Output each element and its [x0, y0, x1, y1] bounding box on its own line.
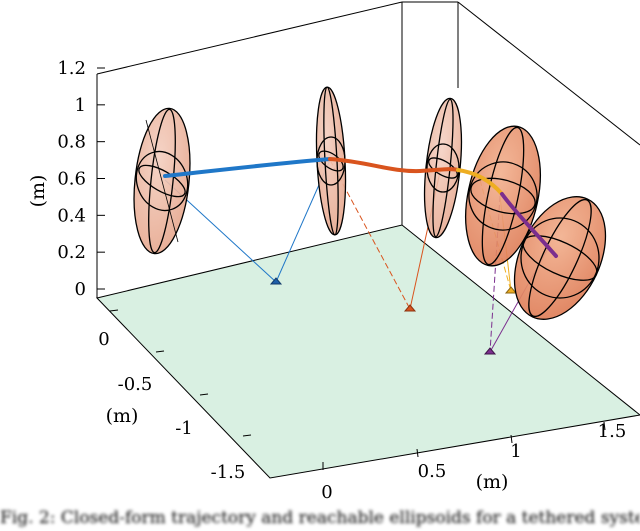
tether-line [489, 195, 501, 353]
x-tick-mark [510, 434, 513, 444]
z-tick-label: 0 [75, 279, 86, 300]
y-tick-label: -1.5 [211, 462, 246, 483]
trajectory-segment-red [328, 157, 460, 174]
z-tick-label: 0.4 [57, 205, 86, 226]
z-tick-label: 0.6 [57, 169, 86, 190]
z-tick-label: 0.2 [57, 242, 86, 263]
figure-caption: Fig. 2: Closed-form trajectory and reach… [0, 508, 640, 528]
axis-box [96, 1, 640, 298]
trajectory-segment-orange [456, 168, 504, 196]
y-tick-mark [109, 309, 119, 312]
y-tick-label: 0 [98, 329, 109, 350]
y-axis-label: (m) [106, 405, 139, 427]
trajectory [163, 157, 558, 258]
z-tick-marks [97, 67, 105, 290]
z-tick-label: 1.2 [57, 58, 86, 79]
anchors [269, 277, 518, 355]
anchor-marker [269, 277, 283, 285]
anchor-marker [504, 286, 518, 294]
ellipsoid-5 [513, 196, 607, 320]
x-tick-label: 1 [510, 441, 521, 462]
x-axis: 0 0.5 1 1.5 (m) [321, 421, 626, 503]
x-tick-mark [603, 421, 606, 431]
y-tick-mark [199, 393, 209, 396]
trajectory-segment-blue [163, 157, 332, 178]
x-axis-label: (m) [476, 471, 509, 493]
y-tick-mark [242, 434, 252, 437]
x-tick-label: 0 [321, 482, 332, 503]
x-tick-label: 0.5 [418, 461, 447, 482]
y-tick-label: -0.5 [118, 374, 153, 395]
z-tick-labels: 0 0.2 0.4 0.6 0.8 1 1.2 [57, 58, 86, 300]
x-tick-label: 1.5 [598, 421, 627, 442]
trajectory-segment-purple [500, 192, 558, 258]
z-axis: 0 0.2 0.4 0.6 0.8 1 1.2 (m) [27, 58, 105, 300]
y-tick-label: -1 [175, 418, 193, 439]
y-tick-mark [155, 350, 165, 353]
z-tick-label: 0.8 [57, 132, 86, 153]
anchor-marker [403, 304, 417, 312]
anchor-marker [483, 347, 497, 355]
ellipsoid-1 [133, 107, 191, 255]
z-axis-label: (m) [27, 175, 49, 208]
x-tick-mark [416, 448, 419, 458]
z-tick-label: 1 [75, 95, 86, 116]
ground-plane [96, 224, 640, 479]
y-axis: 0 -0.5 -1 -1.5 (m) [98, 309, 252, 483]
